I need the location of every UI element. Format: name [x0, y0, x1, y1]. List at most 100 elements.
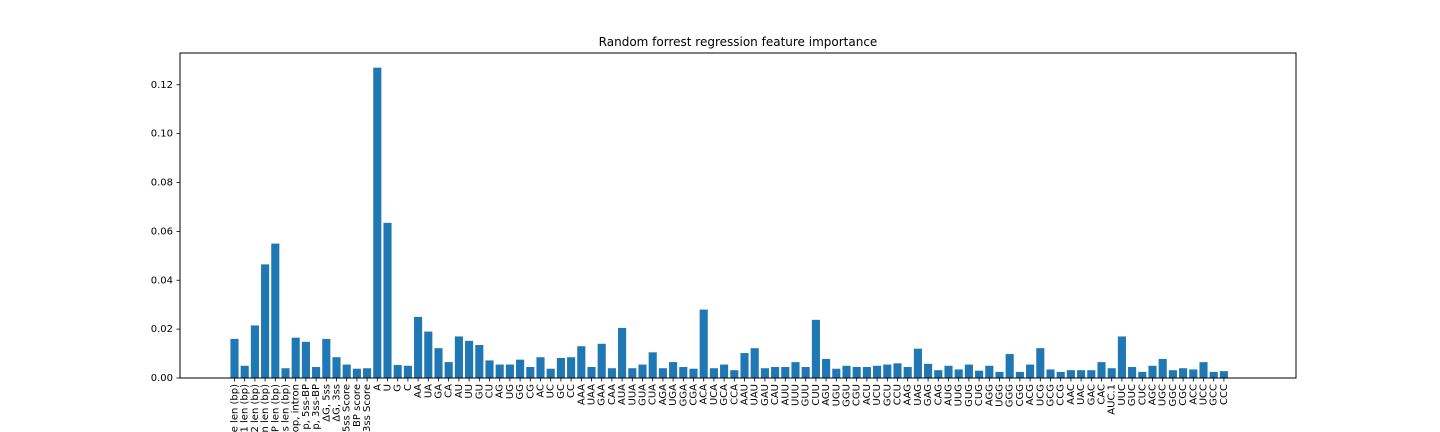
x-tick-label-64: GCU [882, 384, 893, 406]
bar-79 [1036, 348, 1045, 378]
x-tick-label-4: P len (bp) [270, 384, 281, 432]
bar-7 [301, 341, 310, 378]
x-tick-label-48: GCA [719, 384, 730, 406]
bar-67 [913, 348, 922, 378]
x-tick-label-20: GA [434, 384, 445, 399]
x-tick-label-29: CG [525, 384, 536, 399]
x-tick-label-46: ACA [699, 384, 710, 405]
x-tick-label-5: s len (bp) [281, 384, 292, 431]
bar-80 [1046, 369, 1055, 378]
x-tick-label-71: UUG [954, 384, 965, 406]
bar-28 [516, 359, 525, 378]
x-tick-label-95: UCC [1199, 384, 1210, 405]
bar-68 [924, 363, 933, 378]
bar-35 [587, 367, 596, 378]
y-tick-label-2: 0.04 [151, 275, 173, 286]
x-tick-label-34: AAA [576, 384, 587, 405]
bar-34 [577, 346, 586, 378]
x-tick-label-17: C [403, 384, 414, 391]
bar-87 [1117, 336, 1126, 378]
x-tick-label-19: UA [423, 384, 434, 398]
bar-50 [740, 353, 749, 378]
x-tick-label-82: AAC [1066, 384, 1077, 405]
bar-74 [985, 365, 994, 378]
bar-22 [454, 336, 463, 378]
bar-95 [1199, 362, 1208, 378]
bars-group [230, 67, 1228, 378]
x-tick-label-10: ΔG, 3ss [332, 384, 343, 422]
x-tick-label-55: UUU [791, 384, 802, 406]
bar-42 [658, 368, 667, 378]
x-tick-label-1: 1 len (bp) [240, 384, 251, 432]
x-tick-label-22: AU [454, 384, 465, 398]
x-tick-label-89: CUC [1137, 384, 1148, 405]
bar-92 [1168, 370, 1177, 378]
x-tick-label-37: CAA [607, 384, 618, 405]
x-tick-label-76: GGG [1005, 384, 1016, 407]
y-tick-label-1: 0.02 [151, 324, 173, 335]
x-tick-label-3: n len (bp) [260, 384, 271, 432]
x-tick-label-26: AG [495, 384, 506, 398]
bar-76 [1005, 354, 1014, 378]
bar-41 [648, 352, 657, 378]
x-tick-label-9: ΔG, 5ss [321, 384, 332, 422]
bar-97 [1219, 371, 1228, 378]
x-tick-label-35: UAA [587, 384, 598, 405]
bar-55 [791, 362, 800, 378]
bar-91 [1158, 358, 1167, 378]
x-tick-label-93: CGC [1178, 384, 1189, 406]
x-tick-label-90: AGC [1148, 384, 1159, 405]
bar-69 [934, 370, 943, 378]
x-tick-label-87: UUC [1117, 384, 1128, 406]
x-tick-label-60: GGU [842, 384, 853, 407]
bar-1 [240, 365, 249, 378]
x-tick-label-86: AUC.1 [1107, 384, 1118, 415]
x-tick-label-75: UGG [995, 384, 1006, 407]
bar-47 [709, 368, 718, 378]
bar-70 [944, 365, 953, 378]
x-tick-label-73: CUG [974, 384, 985, 406]
bar-2 [250, 325, 259, 378]
bar-27 [505, 364, 514, 378]
bar-26 [495, 364, 504, 378]
bar-5 [281, 368, 290, 378]
bar-83 [1077, 370, 1086, 378]
x-tick-label-58: AGU [821, 384, 832, 406]
bar-33 [567, 357, 576, 378]
x-axis: e len (bp) 1 len (bp) 2 len (bp) n len (bp)… [230, 378, 1230, 432]
bar-93 [1179, 368, 1188, 378]
x-tick-label-81: CCG [1056, 384, 1067, 406]
bar-71 [954, 369, 963, 378]
bar-45 [689, 368, 698, 378]
bar-85 [1097, 362, 1106, 378]
bar-94 [1189, 369, 1198, 378]
plot-frame [179, 52, 1297, 379]
x-tick-label-8: p, 3ss-BP [311, 384, 322, 430]
bar-84 [1087, 370, 1096, 378]
x-tick-label-39: UUA [627, 384, 638, 406]
y-tick-label-4: 0.08 [151, 178, 173, 189]
x-tick-label-47: UCA [709, 384, 720, 405]
x-tick-label-97: CCC [1219, 384, 1230, 405]
bar-96 [1209, 371, 1218, 378]
x-tick-label-66: AAG [903, 384, 914, 406]
bar-37 [607, 368, 616, 378]
x-tick-label-52: GAU [760, 384, 771, 406]
bar-14 [373, 67, 382, 378]
bar-51 [750, 348, 759, 378]
x-tick-label-30: AC [536, 384, 547, 398]
x-tick-label-61: CGU [852, 384, 863, 406]
x-tick-label-70: AUG [944, 384, 955, 406]
x-tick-label-27: UG [505, 384, 516, 399]
bar-72 [964, 364, 973, 378]
x-tick-label-53: CAU [770, 384, 781, 405]
bar-8 [312, 367, 321, 378]
x-tick-label-54: AUU [780, 384, 791, 405]
x-tick-label-23: UU [464, 384, 475, 399]
y-tick-label-5: 0.10 [151, 129, 173, 140]
bar-36 [597, 343, 606, 378]
bar-54 [781, 367, 790, 378]
bar-59 [832, 368, 841, 378]
bar-73 [975, 370, 984, 378]
y-tick-label-6: 0.12 [151, 80, 173, 91]
